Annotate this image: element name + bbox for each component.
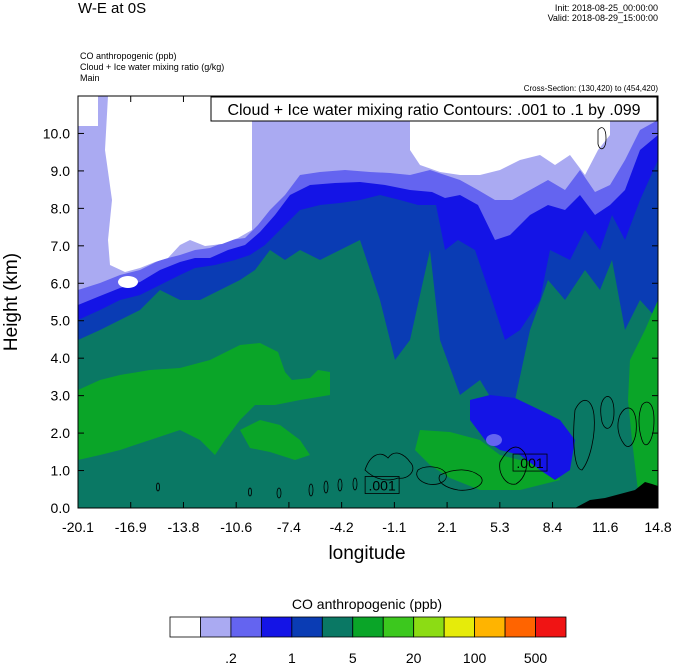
contour-line: [352, 477, 358, 491]
x-axis-title: longitude: [328, 543, 406, 564]
y-tick-label: 2.0: [51, 425, 71, 441]
co-level-white-left: [105, 96, 252, 272]
contour-line: [276, 487, 282, 499]
page-title: W-E at 0S: [78, 0, 147, 17]
plot-frame: [77, 95, 659, 509]
colorbar-swatch: [443, 616, 476, 638]
x-tick-label: -4.2: [330, 519, 354, 535]
co-heatmap: [78, 96, 658, 508]
contour-line: [600, 396, 615, 429]
colorbar-tick-label: 5: [348, 650, 357, 666]
x-tick-label: -7.4: [277, 519, 301, 535]
contour-line: [499, 446, 528, 485]
x-tick-label: -10.6: [220, 519, 252, 535]
cloud-contours: [156, 127, 655, 499]
colorbar-title: CO anthropogenic (ppb): [291, 596, 443, 612]
init-time: Init: 2018-08-25_00:00:00: [554, 3, 658, 13]
chart-title: Cloud + Ice water mixing ratio Contours:…: [227, 102, 640, 119]
contour-line: [323, 480, 329, 494]
x-tick-label: 11.6: [592, 519, 618, 535]
y-tick-label: 1.0: [51, 463, 71, 479]
cross-section-label: Cross-Section: (130,420) to (454,420): [523, 84, 658, 93]
x-tick-label: 2.1: [437, 519, 457, 535]
contour-line: [156, 482, 160, 492]
colorbar-swatch: [230, 616, 262, 638]
contour-label-box: [364, 476, 400, 494]
x-tick-label: 8.4: [543, 519, 563, 535]
co-level-white-topleft: [78, 96, 98, 126]
y-axis-title: Height (km): [1, 253, 22, 351]
co-level-blue-low: [470, 395, 575, 480]
co-level-lavender-patch: [118, 276, 138, 288]
colorbar-tick-label: 500: [523, 650, 548, 666]
contour-line: [597, 127, 607, 150]
contour-label: .001: [516, 455, 543, 471]
contour-labels: .001 .001: [364, 453, 548, 494]
contour-line: [248, 487, 252, 497]
colorbar: [169, 616, 567, 638]
valid-time: Valid: 2018-08-29_15:00:00: [547, 13, 658, 23]
colorbar-tick-label: 20: [405, 650, 422, 666]
colorbar-swatch: [413, 616, 445, 638]
y-tick-label: 9.0: [51, 163, 71, 179]
colorbar-swatch: [535, 616, 567, 638]
x-tick-label: 5.3: [490, 519, 510, 535]
contour-info-box: [210, 96, 658, 122]
colorbar-swatch: [260, 616, 293, 638]
field-description: CO anthropogenic (ppb): [80, 51, 177, 61]
co-level-blue-pocket: [486, 434, 502, 446]
contour-line: [638, 401, 655, 446]
x-axis: -20.1 -16.9 -13.8 -10.6 -7.4 -4.2 -1.1 2.1 5.3 8.…: [62, 96, 672, 535]
y-tick-label: 4.0: [51, 350, 71, 366]
contour-line: [438, 469, 483, 491]
y-tick-label: 6.0: [51, 275, 71, 291]
contour-label-box: [512, 453, 548, 472]
colorbar-swatch: [321, 616, 354, 638]
contour-line: [308, 483, 314, 497]
colorbar-swatch: [200, 616, 232, 638]
contour-line: [617, 407, 637, 447]
co-level-green-2: [240, 420, 310, 460]
field-description: Cloud + Ice water mixing ratio (g/kg): [80, 62, 225, 72]
x-tick-label: -16.9: [115, 519, 147, 535]
co-level-green-1: [78, 343, 330, 460]
x-tick-label: -20.1: [62, 519, 94, 535]
colorbar-swatch: [382, 616, 415, 638]
y-tick-label: 8.0: [51, 200, 71, 216]
contour-line: [573, 400, 595, 471]
y-tick-label: 0.0: [51, 500, 71, 516]
contour-line: [416, 466, 447, 485]
colorbar-tick-label: 100: [462, 650, 487, 666]
colorbar-tick-label: 1: [287, 650, 296, 666]
y-tick-label: 3.0: [51, 388, 71, 404]
contour-line: [364, 452, 414, 481]
colorbar-swatch: [352, 616, 384, 638]
colorbar-swatch: [474, 616, 506, 638]
colorbar-swatch: [504, 616, 536, 638]
x-tick-label: -13.8: [167, 519, 199, 535]
x-tick-label: -1.1: [382, 519, 406, 535]
contour-line: [337, 478, 343, 492]
x-tick-label: 14.8: [644, 519, 671, 535]
y-axis: 0.0 1.0 2.0 3.0 4.0 5.0 6.0 7.0 8.0 9.0 10.0: [43, 125, 658, 516]
colorbar-tick-label: .2: [225, 650, 237, 666]
terrain: [575, 482, 658, 508]
y-tick-label: 7.0: [51, 238, 71, 254]
y-tick-label: 10.0: [43, 125, 70, 141]
colorbar-swatch: [169, 616, 201, 638]
contour-label: .001: [369, 478, 396, 494]
y-tick-label: 5.0: [51, 313, 71, 329]
colorbar-swatch: [291, 616, 323, 638]
field-description: Main: [80, 73, 100, 83]
